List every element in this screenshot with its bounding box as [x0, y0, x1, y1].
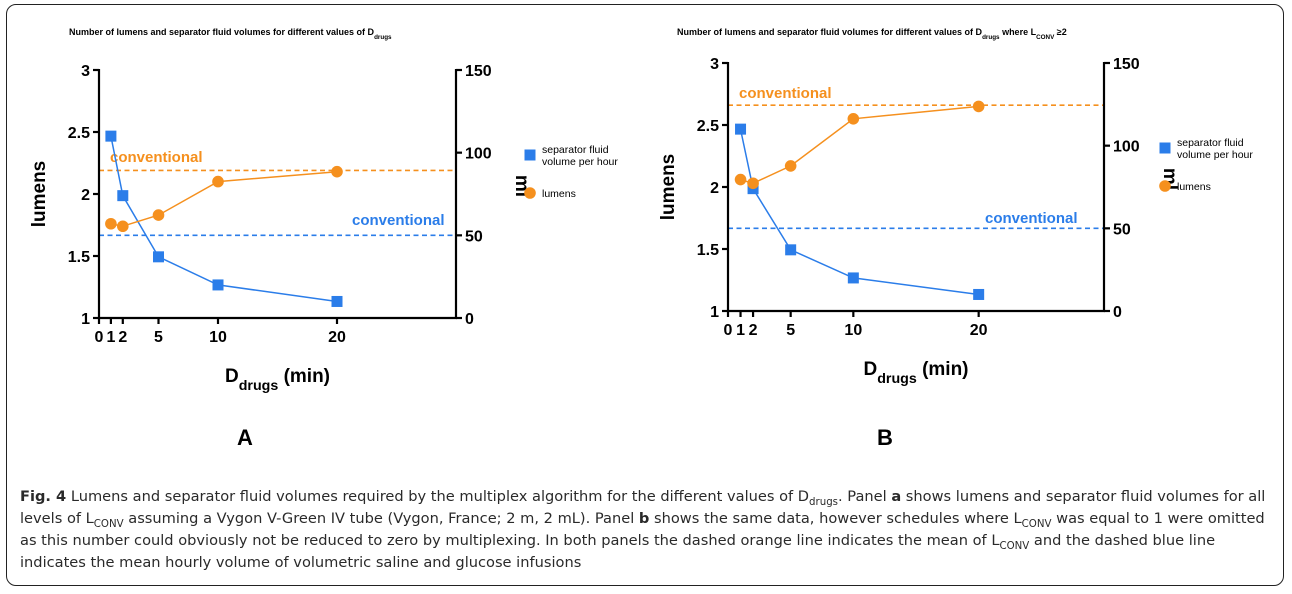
caption-text: CONV [1021, 518, 1052, 530]
y-tick-label-right: 150 [465, 63, 492, 80]
caption-text: a [891, 488, 902, 505]
x-tick-label: 1 [106, 329, 115, 346]
data-point-lumens [117, 220, 129, 233]
x-tick-label: 2 [118, 329, 127, 346]
y-tick-label-left: 2 [81, 187, 90, 204]
x-tick-label: 5 [786, 322, 795, 339]
figure-caption: Fig. 4 Lumens and separator fluid volume… [20, 486, 1270, 574]
y-tick-label-left: 1 [81, 311, 90, 328]
data-point-volume [735, 123, 747, 135]
series-line-volume [739, 128, 979, 296]
data-point-lumens [331, 165, 343, 178]
caption-text: was equal to 1 were omitted as this numb… [20, 510, 1265, 549]
caption-text: shows lumens and separator fluid volumes… [20, 488, 1266, 527]
series-line-lumens [740, 105, 979, 185]
data-point-volume [847, 272, 859, 284]
y-tick-label-right: 50 [1113, 221, 1131, 238]
y-tick-label-right: 100 [465, 146, 492, 163]
data-point-volume [117, 190, 129, 202]
caption-text: b [638, 510, 650, 527]
data-point-lumens [972, 100, 985, 113]
x-axis-label: Ddrugs (min) [225, 366, 330, 394]
y-tick-label-right: 100 [1113, 139, 1140, 156]
reference-line-label: conventional [985, 210, 1078, 227]
y-tick-label-left: 2.5 [697, 118, 719, 135]
series-line-lumens [110, 170, 338, 227]
caption-text: shows the same data, however schedules w… [649, 510, 1022, 527]
data-point-volume [105, 130, 117, 142]
y-tick-label-left: 3 [81, 63, 90, 80]
data-point-volume [212, 279, 224, 291]
y-tick-label-right: 50 [465, 228, 483, 245]
caption-text: CONV [93, 518, 124, 530]
legend-marker-lumens [1159, 180, 1171, 192]
panel-label: A [237, 425, 253, 450]
caption-text: and the dashed blue line indicates the m… [20, 532, 1216, 571]
x-tick-label: 20 [328, 329, 346, 346]
data-point-lumens [152, 209, 165, 221]
legend-marker-volume [524, 149, 536, 161]
data-point-volume [785, 244, 797, 256]
reference-line-label: conventional [352, 212, 445, 229]
y-tick-label-left: 1.5 [68, 249, 90, 266]
y-tick-label-left: 1.5 [697, 242, 719, 259]
y-axis-label-left: lumens [29, 161, 50, 228]
legend-label-volume: separator fluid volume per hour [1177, 137, 1253, 161]
y-tick-label-right: 0 [1113, 304, 1122, 321]
y-tick-label-left: 3 [710, 56, 719, 73]
data-point-lumens [105, 217, 117, 230]
chart-title: Number of lumens and separator fluid vol… [69, 27, 392, 41]
caption-text: CONV [999, 540, 1030, 552]
caption-text: . Panel [838, 488, 892, 505]
y-tick-label-right: 150 [1113, 56, 1140, 73]
caption-text: drugs [809, 496, 839, 508]
legend-label-volume: separator fluid volume per hour [542, 144, 618, 168]
y-tick-label-left: 1 [710, 304, 719, 321]
chart-title: Number of lumens and separator fluid vol… [677, 27, 1067, 41]
data-point-lumens [734, 173, 747, 186]
data-point-lumens [212, 175, 224, 188]
legend-marker-lumens [524, 187, 536, 199]
x-tick-label: 10 [844, 322, 862, 339]
chart-panel-a: Number of lumens and separator fluid vol… [29, 27, 618, 450]
data-point-volume [331, 295, 343, 307]
x-axis-label: Ddrugs (min) [863, 359, 968, 387]
caption-text: assuming a Vygon V-Green IV tube (Vygon,… [123, 510, 639, 527]
y-tick-label-left: 2 [710, 180, 719, 197]
x-tick-label: 0 [724, 322, 733, 339]
caption-text: Lumens and separator fluid volumes requi… [66, 488, 810, 505]
reference-line-label: conventional [110, 149, 203, 166]
data-point-lumens [784, 160, 797, 172]
reference-line-label: conventional [739, 85, 832, 102]
chart-panel-b: Number of lumens and separator fluid vol… [658, 27, 1253, 450]
y-tick-label-left: 2.5 [68, 125, 90, 142]
figure-charts: Number of lumens and separator fluid vol… [29, 27, 1253, 450]
x-tick-label: 10 [209, 329, 227, 346]
data-point-lumens [747, 177, 759, 190]
legend-label-lumens: lumens [1177, 181, 1211, 193]
y-axis-label-left: lumens [658, 154, 679, 221]
x-tick-label: 5 [154, 329, 163, 346]
x-tick-label: 20 [970, 322, 988, 339]
x-tick-label: 0 [95, 329, 104, 346]
legend-marker-volume [1159, 142, 1171, 154]
panel-label: B [877, 425, 893, 450]
figure-frame [6, 4, 1284, 586]
data-point-lumens [847, 113, 860, 125]
legend-label-lumens: lumens [542, 188, 576, 200]
y-tick-label-right: 0 [465, 311, 474, 328]
x-tick-label: 1 [736, 322, 745, 339]
caption-figure-label: Fig. 4 [20, 488, 67, 505]
data-point-volume [153, 251, 164, 263]
x-tick-label: 2 [749, 322, 758, 339]
data-point-volume [973, 288, 985, 300]
